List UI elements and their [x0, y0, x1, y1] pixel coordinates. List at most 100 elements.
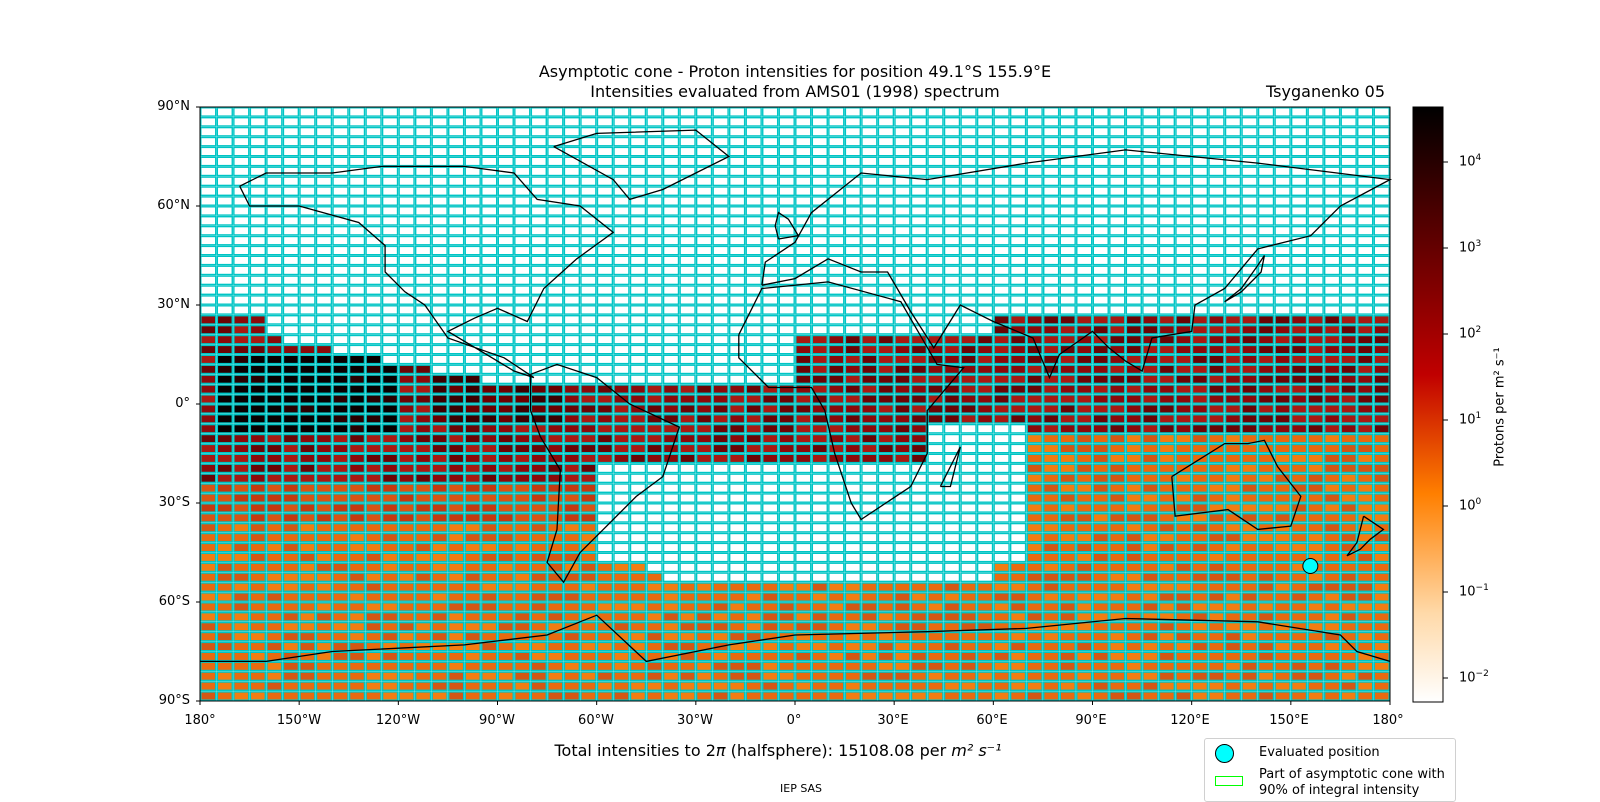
grid-cell [414, 503, 432, 513]
grid-cell [728, 661, 746, 672]
grid-cell [1009, 374, 1027, 385]
grid-cell [1175, 235, 1192, 246]
grid-cell [778, 295, 795, 305]
grid-cell [877, 473, 895, 484]
grid-cell [811, 146, 828, 157]
grid-cell [414, 176, 432, 187]
grid-cell [448, 612, 465, 622]
grid-cell [745, 681, 762, 692]
grid-cell [844, 423, 862, 434]
grid-cell [1158, 631, 1176, 642]
grid-cell [778, 324, 795, 335]
grid-cell [1191, 334, 1209, 345]
grid-cell [910, 473, 928, 484]
grid-cell [315, 334, 333, 345]
grid-cell [712, 483, 729, 494]
grid-cell [1241, 295, 1258, 305]
grid-cell [877, 562, 895, 573]
grid-cell [861, 463, 878, 474]
grid-cell [1307, 374, 1324, 385]
grid-cell [1241, 681, 1258, 692]
grid-cell [993, 334, 1010, 345]
grid-cell [1009, 215, 1027, 226]
grid-cell [1059, 354, 1076, 365]
grid-cell [414, 552, 432, 563]
grid-cell [1175, 186, 1192, 197]
grid-cell [712, 225, 729, 236]
grid-cell [629, 414, 647, 424]
grid-cell [1323, 513, 1341, 523]
grid-cell [1373, 453, 1390, 464]
grid-cell [249, 126, 267, 137]
grid-cell [431, 305, 448, 315]
grid-cell [695, 522, 713, 533]
grid-cell [695, 285, 713, 296]
grid-cell [1142, 681, 1159, 692]
grid-cell [778, 433, 795, 444]
grid-cell [481, 473, 498, 484]
grid-cell [1125, 691, 1142, 701]
grid-cell [398, 433, 415, 444]
grid-cell [695, 324, 713, 335]
grid-cell [448, 295, 465, 305]
grid-cell [1109, 414, 1126, 424]
grid-cell [282, 473, 300, 484]
grid-cell [960, 156, 977, 167]
grid-cell [514, 235, 531, 246]
grid-cell [1274, 394, 1291, 404]
grid-cell [1191, 275, 1209, 286]
grid-cell [332, 671, 349, 682]
grid-cell [1373, 582, 1390, 593]
grid-cell [778, 285, 795, 296]
grid-cell [1340, 671, 1357, 682]
grid-cell [398, 612, 415, 622]
grid-cell [282, 116, 300, 127]
grid-cell [464, 453, 481, 464]
grid-cell [762, 245, 779, 256]
grid-cell [547, 285, 564, 296]
grid-cell [811, 651, 828, 662]
grid-cell [1076, 126, 1093, 137]
grid-cell [1208, 612, 1225, 622]
grid-cell [828, 265, 845, 276]
grid-cell [894, 116, 911, 127]
grid-cell [695, 176, 713, 187]
grid-cell [712, 285, 729, 296]
grid-cell [844, 414, 862, 424]
grid-cell [200, 186, 217, 197]
grid-cell [1208, 483, 1225, 494]
grid-cell [381, 344, 399, 355]
grid-cell [613, 384, 630, 395]
grid-cell [348, 483, 366, 494]
grid-cell [1290, 275, 1308, 286]
grid-cell [1224, 532, 1242, 543]
grid-cell [497, 691, 514, 701]
grid-cell [1323, 572, 1341, 583]
grid-cell [1059, 602, 1076, 612]
grid-cell [596, 245, 614, 256]
grid-cell [1059, 315, 1076, 325]
grid-cell [1224, 621, 1242, 632]
grid-cell [910, 602, 928, 612]
grid-cell [200, 324, 217, 335]
grid-cell [530, 275, 547, 286]
grid-cell [943, 641, 961, 652]
grid-cell [695, 275, 713, 286]
grid-cell [1274, 414, 1291, 424]
grid-cell [844, 631, 862, 642]
grid-cell [266, 562, 283, 573]
grid-cell [1340, 126, 1357, 137]
grid-cell [1175, 344, 1192, 355]
grid-cell [431, 275, 448, 286]
grid-cell [877, 305, 895, 315]
grid-cell [712, 404, 729, 414]
grid-cell [712, 344, 729, 355]
grid-cell [1009, 691, 1027, 701]
grid-cell [514, 433, 531, 444]
grid-cell [299, 334, 316, 345]
grid-cell [976, 443, 994, 454]
grid-cell [464, 136, 481, 147]
grid-cell [960, 196, 977, 206]
grid-cell [497, 641, 514, 652]
grid-cell [431, 245, 448, 256]
